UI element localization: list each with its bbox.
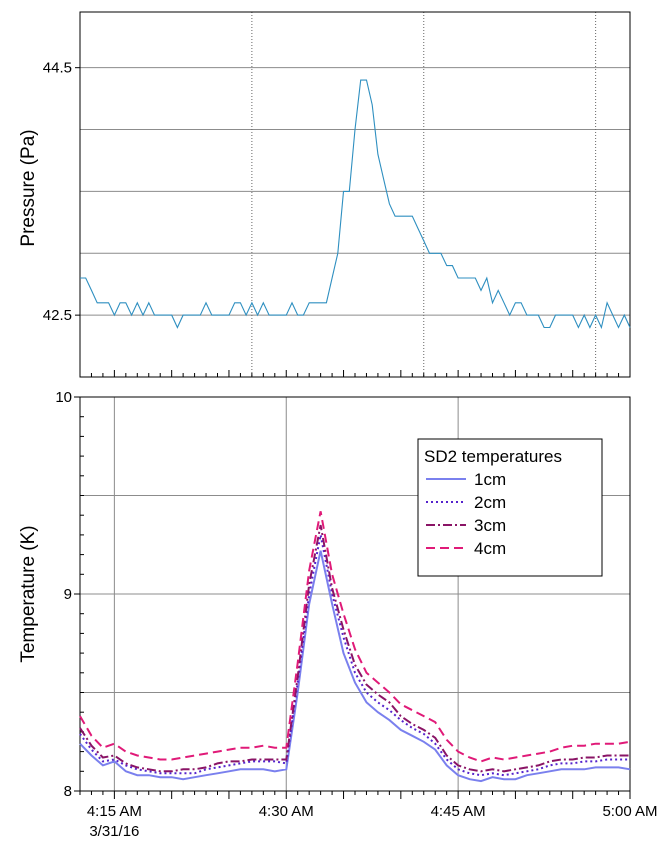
temperature-legend: SD2 temperatures 1cm 2cm 3cm 4cm bbox=[417, 438, 603, 577]
pressure-ticks: 42.5 44.5 bbox=[43, 60, 631, 377]
legend-label-2cm: 2cm bbox=[474, 493, 506, 512]
legend-items: 1cm 2cm 3cm 4cm bbox=[426, 470, 506, 558]
pressure-y-axis-label: Pressure (Pa) bbox=[18, 129, 39, 246]
pressure-y-tick-label-0: 42.5 bbox=[43, 307, 72, 324]
temperature-ticks: 8 9 10 4:15 AM 3/31/16 4:30 AM 4:45 AM 5:00 AM bbox=[55, 389, 657, 840]
legend-label-1cm: 1cm bbox=[474, 470, 506, 489]
temperature-series-line-4cm bbox=[79, 511, 631, 763]
temperature-series-line-3cm bbox=[79, 524, 630, 773]
pressure-series-line bbox=[80, 79, 631, 330]
temperature-series-line-1cm bbox=[79, 550, 631, 783]
legend-label-3cm: 3cm bbox=[474, 516, 506, 535]
temperature-x-tick-sublabel-0: 3/31/16 bbox=[89, 823, 139, 840]
temperature-series-lines bbox=[79, 511, 631, 783]
temperature-y-tick-label-0: 8 bbox=[64, 783, 72, 800]
temperature-x-tick-label-1: 4:30 AM bbox=[259, 803, 314, 820]
legend-label-4cm: 4cm bbox=[474, 539, 506, 558]
legend-title: SD2 temperatures bbox=[424, 447, 562, 466]
temperature-x-tick-label-2: 4:45 AM bbox=[431, 803, 486, 820]
temperature-y-axis-label: Temperature (K) bbox=[18, 525, 39, 662]
legend-box bbox=[417, 438, 603, 577]
temperature-x-tick-label-0: 4:15 AM bbox=[87, 803, 142, 820]
temperature-x-tick-label-3: 5:00 AM bbox=[602, 803, 657, 820]
temperature-y-tick-label-2: 10 bbox=[55, 389, 72, 406]
temperature-y-tick-label-1: 9 bbox=[64, 586, 72, 603]
pressure-panel: 42.5 44.5 Pressure (Pa) bbox=[18, 11, 631, 378]
temperature-series-line-2cm bbox=[79, 534, 630, 777]
pressure-y-tick-label-1: 44.5 bbox=[43, 60, 72, 77]
pressure-gridlines bbox=[80, 12, 630, 377]
